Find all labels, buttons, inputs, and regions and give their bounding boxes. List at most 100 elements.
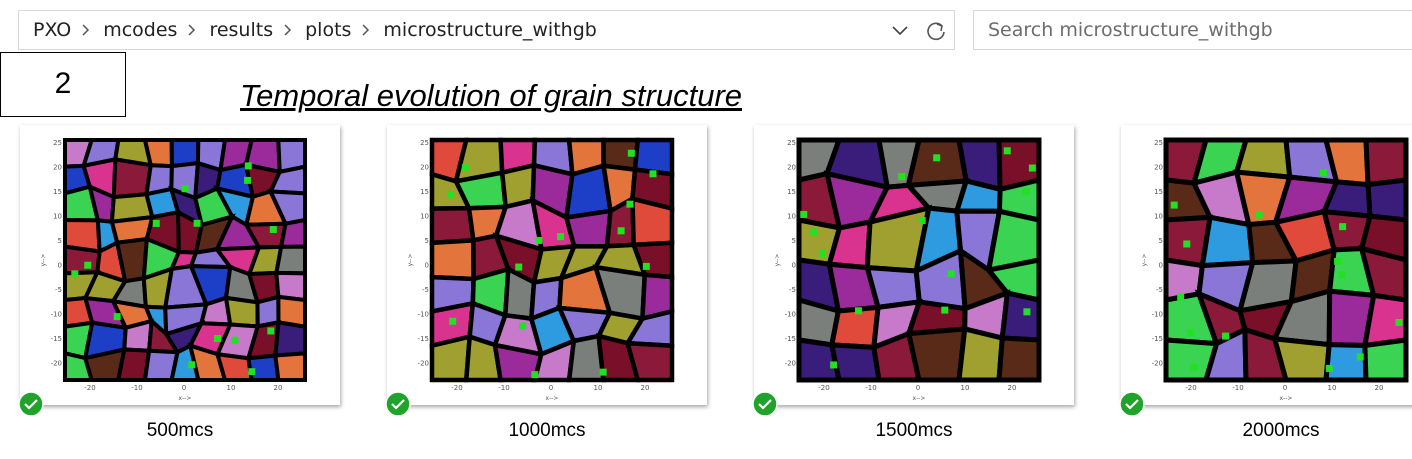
grain [1199, 214, 1256, 269]
thumb-y-label: y--> [774, 254, 781, 267]
junction [84, 261, 92, 269]
search-box[interactable]: Search microstructure_withgb [973, 10, 1412, 50]
label-box: 2 [0, 52, 126, 117]
chevron [362, 24, 370, 36]
thumb-x-tick: -20 [1185, 384, 1196, 392]
thumb-y-tick: 25 [420, 139, 429, 147]
thumb-y-tick: 20 [53, 164, 62, 172]
junction [1023, 308, 1031, 316]
junction [231, 336, 239, 344]
thumbnail[interactable]: -20 -10 0 10 20 25 20 15 10 5 0 -5 -10 -15 -20 x--> y--> [1121, 125, 1412, 405]
thumb-x-tick: -20 [84, 384, 95, 392]
junction [449, 317, 457, 325]
refresh-icon[interactable] [927, 22, 945, 41]
thumb-x-label: x--> [1280, 395, 1293, 402]
chevron [82, 24, 90, 36]
thumb-y-tick: 20 [787, 164, 796, 172]
junction [447, 191, 455, 199]
breadcrumb-separator [188, 24, 196, 36]
check-circle [1119, 391, 1145, 417]
grain [1323, 342, 1369, 383]
junction [461, 164, 469, 172]
junction [1395, 318, 1403, 326]
grain [142, 138, 174, 169]
breadcrumb-separator [362, 24, 370, 36]
check-mark [24, 399, 38, 410]
check-mark [1125, 399, 1139, 410]
thumb-x-tick: -10 [498, 384, 509, 392]
thumb-y-tick: 0 [58, 262, 62, 270]
thumbnail[interactable]: -20 -10 0 10 20 25 20 15 10 5 0 -5 -10 -15 -20 x--> y--> [754, 125, 1074, 405]
thumb-x-tick: 0 [1283, 384, 1287, 392]
junction [188, 361, 196, 369]
thumbnail[interactable]: -20 -10 0 10 20 25 20 15 10 5 0 -5 -10 -15 -20 x--> y--> [387, 125, 707, 405]
junction [1255, 211, 1263, 219]
junction [1028, 164, 1036, 172]
thumb-x-tick: -10 [1232, 384, 1243, 392]
thumb-y-tick: -20 [51, 360, 62, 368]
junction [918, 217, 926, 225]
thumbnail[interactable]: -20 -10 0 10 20 25 20 15 10 5 0 -5 -10 -15 -20 x--> y--> [20, 125, 340, 405]
thumb-x-label: x--> [913, 395, 926, 402]
check-circle [18, 391, 44, 417]
breadcrumb-item[interactable]: mcodes [103, 19, 178, 41]
thumb-x-tick: -10 [865, 384, 876, 392]
address-bar[interactable]: PXO mcodes results plots microstructure_with… [18, 10, 955, 50]
grain [273, 320, 307, 358]
thumb-y-tick: -20 [418, 360, 429, 368]
junction [1022, 188, 1030, 196]
grain [828, 304, 881, 351]
grain [996, 335, 1042, 383]
breadcrumb-item[interactable]: PXO [33, 19, 72, 41]
thumb-y-tick: -10 [418, 311, 429, 319]
thumb-y-tick: -20 [1152, 360, 1163, 368]
junction [557, 233, 565, 241]
junction [248, 368, 256, 376]
microstructure-plot: -20 -10 0 10 20 25 20 15 10 5 0 -5 -10 -15 -20 x--> y--> [774, 137, 1042, 402]
junction [1338, 271, 1346, 279]
chevron [188, 24, 196, 36]
thumb-x-tick: -20 [451, 384, 462, 392]
thumb-y-tick: -5 [1156, 286, 1163, 294]
junction [267, 327, 275, 335]
thumb-x-tick: -10 [131, 384, 142, 392]
thumb-x-tick: 20 [1375, 384, 1384, 392]
junction [535, 236, 543, 244]
junction [1222, 332, 1230, 340]
thumb-y-tick: 5 [792, 237, 796, 245]
junction [1187, 329, 1195, 337]
grain [905, 326, 968, 383]
junction [1320, 169, 1328, 177]
thumb-x-tick: 0 [182, 384, 186, 392]
thumb-y-tick: 0 [425, 262, 429, 270]
breadcrumb-item[interactable]: results [209, 19, 274, 41]
thumb-y-tick: -5 [55, 286, 62, 294]
dropdown-icon[interactable] [892, 26, 908, 36]
grain [273, 244, 307, 276]
breadcrumb-item[interactable]: plots [305, 19, 352, 41]
grain [953, 177, 1003, 214]
grain [223, 295, 260, 329]
thumb-y-tick: 5 [1159, 237, 1163, 245]
junction [113, 313, 121, 321]
junction [830, 361, 838, 369]
grain [429, 237, 476, 282]
thumb-y-tick: -20 [785, 360, 796, 368]
junction [800, 210, 808, 218]
junction [933, 154, 941, 162]
junction [626, 200, 634, 208]
microstructure-plot: -20 -10 0 10 20 25 20 15 10 5 0 -5 -10 -15 -20 x--> y--> [40, 138, 307, 402]
breadcrumb-item[interactable]: microstructure_withgb [383, 19, 597, 41]
junction [515, 263, 523, 271]
check-circle [385, 391, 411, 417]
title: Temporal evolution of grain structure [240, 78, 743, 113]
thumb-x-tick: 0 [549, 384, 553, 392]
sync-status-icon [752, 391, 778, 417]
thumb-y-tick: 20 [420, 164, 429, 172]
junction [213, 334, 221, 342]
junction [244, 162, 252, 170]
breadcrumb-separator [284, 24, 292, 36]
thumb-y-tick: 10 [420, 213, 429, 221]
grain [630, 195, 675, 248]
